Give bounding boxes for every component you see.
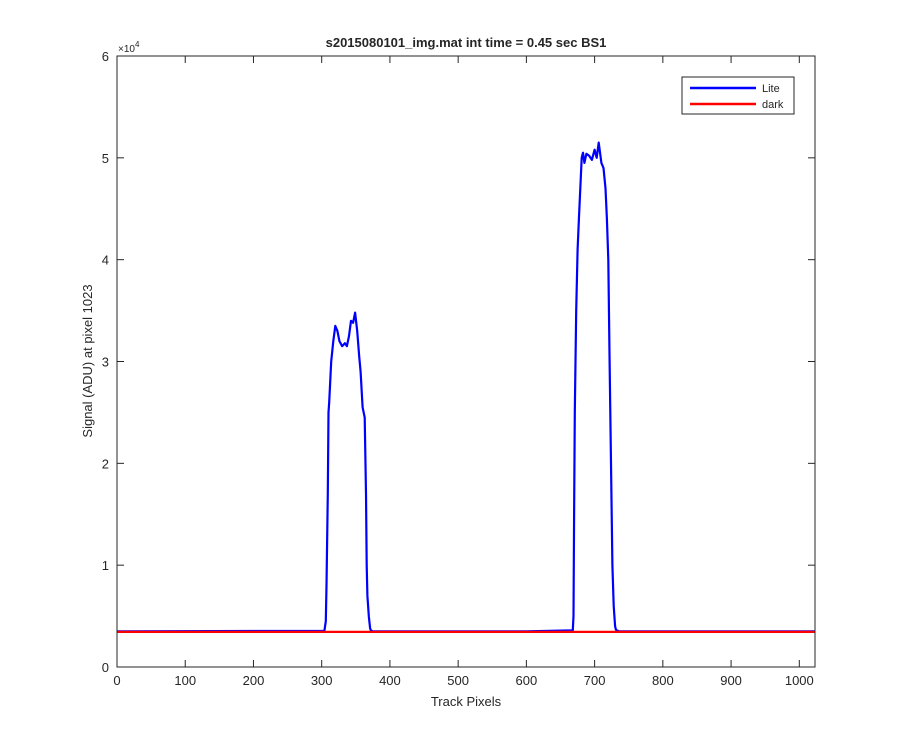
y-tick-label: 6 xyxy=(102,49,109,64)
series-layer xyxy=(116,141,815,634)
y-axis-exponent-power: 4 xyxy=(135,40,140,49)
x-tick-label: 200 xyxy=(243,673,265,688)
y-tick-label: 4 xyxy=(102,253,109,268)
x-tick-label: 500 xyxy=(447,673,469,688)
chart-title: s2015080101_img.mat int time = 0.45 sec … xyxy=(326,35,607,50)
x-tick-label: 900 xyxy=(720,673,742,688)
x-tick-label: 1000 xyxy=(785,673,814,688)
y-tick-label: 0 xyxy=(102,660,109,675)
legend-label-lite: Lite xyxy=(762,83,780,95)
x-tick-label: 300 xyxy=(311,673,333,688)
y-tick-label: 1 xyxy=(102,558,109,573)
y-axis-exponent: ×104 xyxy=(118,40,140,55)
x-tick-label: 0 xyxy=(113,673,120,688)
y-tick-label: 2 xyxy=(102,456,109,471)
tick-layer: 0 100 200 300 400 500 600 700 800 900 1000 0 1 2 3 4 5 6 xyxy=(102,49,815,688)
x-axis-label: Track Pixels xyxy=(431,694,502,709)
x-tick-label: 700 xyxy=(584,673,606,688)
y-axis-label: Signal (ADU) at pixel 1023 xyxy=(80,284,95,437)
legend-box xyxy=(681,76,795,115)
y-axis-exponent-base: ×10 xyxy=(118,44,135,55)
legend-label-dark: dark xyxy=(762,99,784,111)
plot-area xyxy=(117,56,815,667)
y-tick-label: 3 xyxy=(102,355,109,370)
x-tick-label: 800 xyxy=(652,673,674,688)
x-tick-label: 400 xyxy=(379,673,401,688)
y-tick-label: 5 xyxy=(102,151,109,166)
legend: Lite dark xyxy=(681,76,795,115)
x-tick-label: 100 xyxy=(174,673,196,688)
x-tick-label: 600 xyxy=(516,673,538,688)
